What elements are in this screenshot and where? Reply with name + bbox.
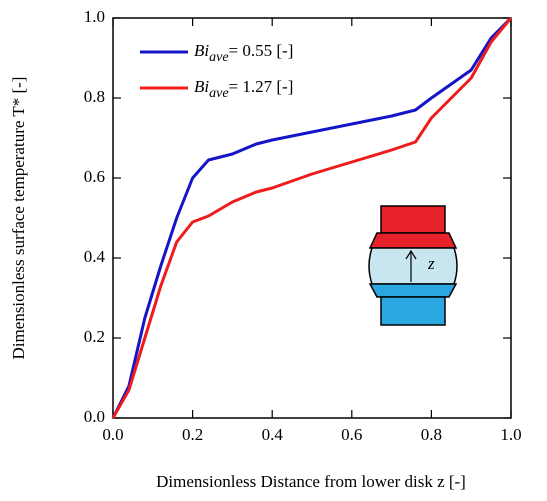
x-tick-label: 1.0 — [500, 425, 521, 444]
y-tick-label: 0.8 — [84, 87, 105, 106]
series-line — [111, 16, 513, 419]
y-tick-label: 0.4 — [84, 247, 106, 266]
legend-label: Biave= 0.55 [-] — [194, 41, 293, 65]
x-tick-label: 0.6 — [341, 425, 362, 444]
y-tick-label: 1.0 — [84, 7, 105, 26]
x-axis-label: Dimensionless Distance from lower disk z… — [156, 472, 466, 491]
y-tick-label: 0.6 — [84, 167, 105, 186]
inset-label: z — [427, 254, 435, 273]
plot-frame — [112, 17, 512, 419]
x-tick-label: 0.4 — [262, 425, 284, 444]
x-tick-label: 0.2 — [182, 425, 203, 444]
legend-label: Biave= 1.27 [-] — [194, 77, 293, 101]
x-tick-label: 0.0 — [102, 425, 123, 444]
y-tick-label: 0.0 — [84, 407, 105, 426]
series-line — [111, 17, 513, 419]
x-tick-label: 0.8 — [421, 425, 442, 444]
y-tick-label: 0.2 — [84, 327, 105, 346]
y-axis-label: Dimensionless surface temperature T* [-] — [9, 77, 28, 360]
inset-diagram — [368, 205, 458, 326]
